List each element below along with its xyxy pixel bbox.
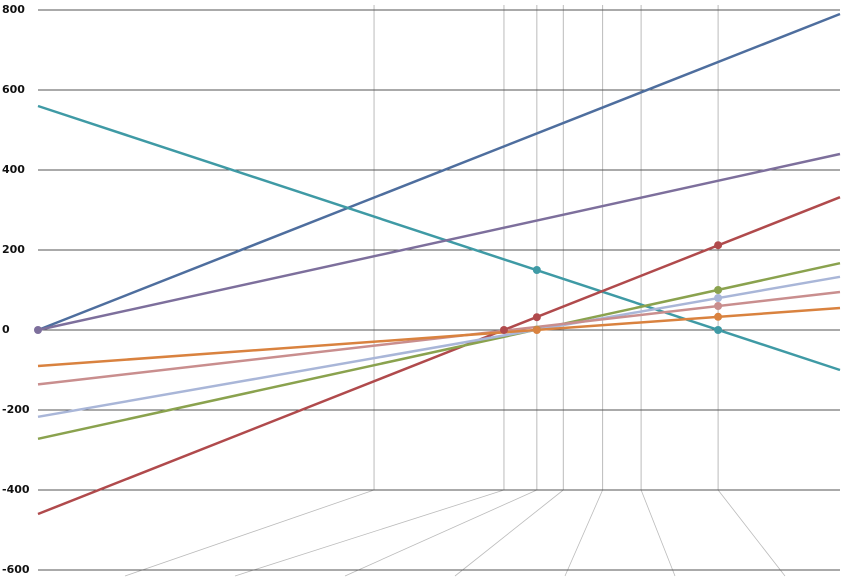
connector-line: [124, 489, 375, 577]
y-tick-label: 600: [2, 83, 25, 96]
point-marker: [532, 266, 541, 274]
point-marker: [499, 326, 508, 334]
y-tick-label: 800: [2, 3, 25, 16]
point-marker: [532, 326, 541, 334]
y-tick-label: -200: [2, 403, 30, 416]
y-tick-label: 0: [2, 323, 10, 336]
point-marker: [532, 313, 541, 322]
y-tick-label: -600: [2, 563, 30, 576]
series-line: [37, 104, 841, 372]
point-marker: [714, 312, 723, 321]
point-marker: [714, 286, 723, 294]
connector-line: [640, 489, 676, 577]
point-marker: [714, 241, 723, 250]
point-marker: [714, 302, 723, 310]
connector-line: [234, 489, 505, 577]
series-line: [37, 275, 841, 419]
point-marker: [714, 294, 723, 302]
connector-line: [344, 489, 538, 577]
connector-line: [717, 489, 786, 577]
y-tick-label: 200: [2, 243, 25, 256]
y-tick-label: -400: [2, 483, 30, 496]
connector-line: [454, 489, 564, 577]
point-marker: [34, 326, 42, 334]
series-line: [37, 306, 841, 368]
y-tick-label: 400: [2, 163, 25, 176]
connector-line: [564, 489, 603, 577]
series-line: [37, 152, 841, 332]
series-line: [37, 12, 841, 332]
series-line: [37, 196, 841, 516]
series-line: [37, 261, 841, 441]
point-marker: [714, 326, 723, 334]
